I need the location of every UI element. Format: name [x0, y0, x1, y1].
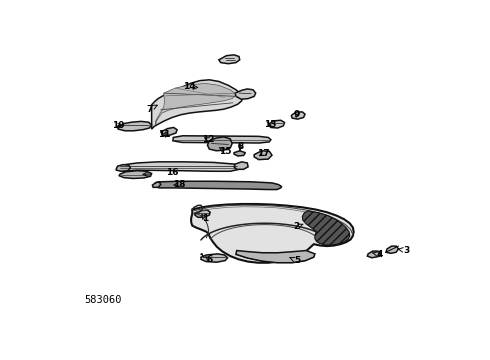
Polygon shape [119, 171, 151, 179]
Text: 4: 4 [376, 250, 383, 259]
Polygon shape [195, 210, 210, 217]
Polygon shape [292, 112, 305, 119]
Text: 10: 10 [112, 121, 124, 130]
Polygon shape [234, 162, 248, 169]
Polygon shape [207, 137, 232, 151]
Text: 12: 12 [202, 135, 215, 144]
Text: 11: 11 [158, 130, 171, 139]
Polygon shape [116, 165, 130, 171]
Text: 15: 15 [219, 147, 232, 156]
Text: 583060: 583060 [84, 295, 122, 305]
Text: 7: 7 [146, 105, 152, 114]
Polygon shape [155, 84, 237, 125]
Polygon shape [191, 204, 354, 263]
Text: 9: 9 [294, 110, 300, 119]
Text: 8: 8 [237, 142, 244, 151]
Polygon shape [151, 80, 243, 129]
Text: 2: 2 [294, 222, 300, 231]
Text: 14: 14 [183, 82, 196, 91]
Text: 3: 3 [404, 246, 410, 255]
Polygon shape [269, 120, 285, 128]
Polygon shape [386, 246, 398, 253]
Text: 18: 18 [173, 180, 186, 189]
Polygon shape [235, 89, 256, 99]
Polygon shape [302, 211, 350, 245]
Polygon shape [254, 151, 272, 159]
Polygon shape [236, 251, 315, 263]
Text: 16: 16 [166, 168, 178, 177]
Polygon shape [368, 251, 380, 258]
Polygon shape [161, 127, 177, 135]
Text: 13: 13 [264, 120, 276, 129]
Text: 17: 17 [257, 149, 270, 158]
Polygon shape [152, 182, 161, 187]
Polygon shape [234, 151, 245, 156]
Polygon shape [201, 254, 227, 262]
Polygon shape [219, 55, 240, 64]
Text: 5: 5 [294, 256, 300, 265]
Text: 1: 1 [202, 214, 208, 223]
Polygon shape [118, 121, 151, 131]
Polygon shape [173, 136, 271, 143]
Text: 6: 6 [206, 255, 213, 264]
Polygon shape [116, 162, 239, 171]
Polygon shape [155, 181, 281, 190]
